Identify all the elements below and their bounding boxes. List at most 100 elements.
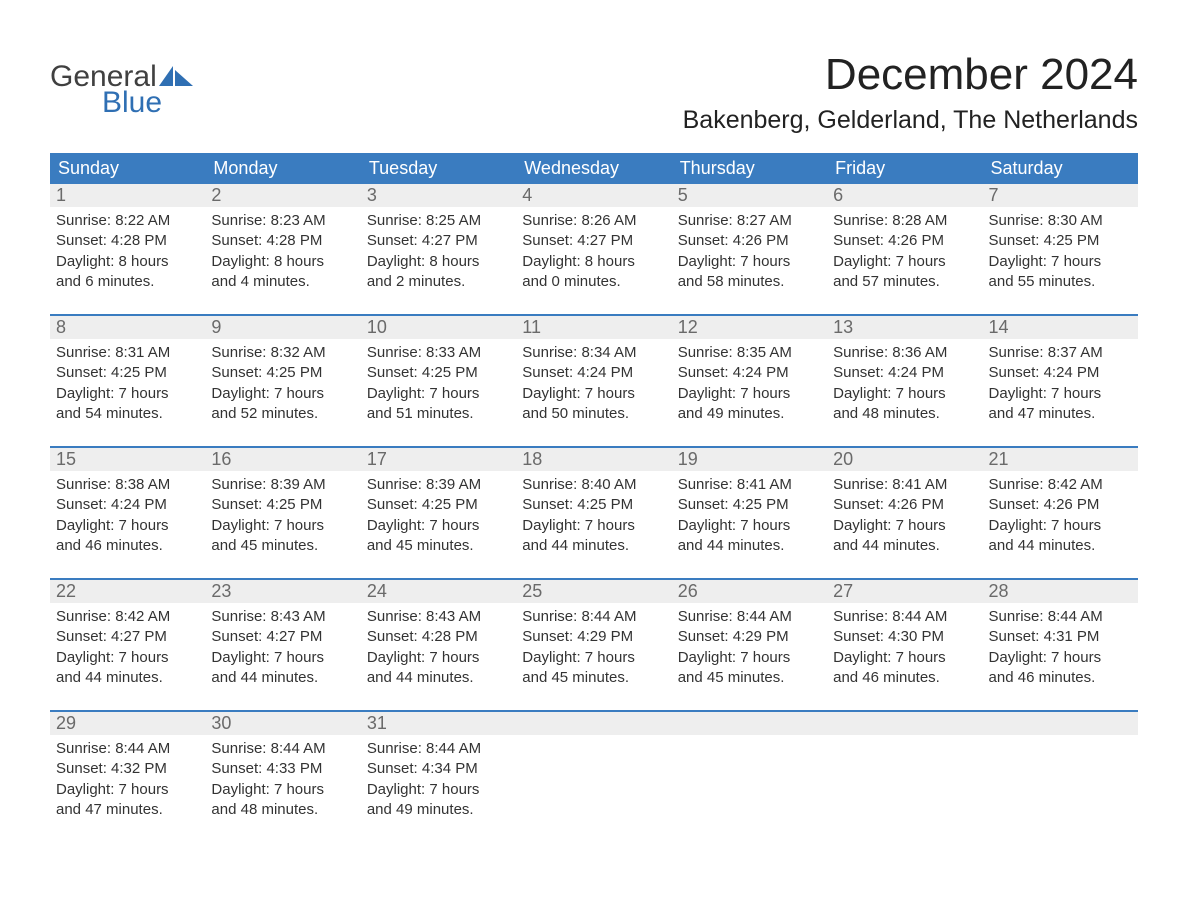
day-number: 28 bbox=[983, 580, 1138, 603]
day-number: 23 bbox=[205, 580, 360, 603]
day-number: . bbox=[516, 712, 671, 735]
day-line-sunset: Sunset: 4:26 PM bbox=[989, 495, 1132, 515]
day-cell: 5Sunrise: 8:27 AMSunset: 4:26 PMDaylight… bbox=[672, 184, 827, 298]
day-cell: 18Sunrise: 8:40 AMSunset: 4:25 PMDayligh… bbox=[516, 448, 671, 562]
day-cell: 7Sunrise: 8:30 AMSunset: 4:25 PMDaylight… bbox=[983, 184, 1138, 298]
day-number: 13 bbox=[827, 316, 982, 339]
day-line-d2: and 52 minutes. bbox=[211, 404, 354, 424]
day-cell: 13Sunrise: 8:36 AMSunset: 4:24 PMDayligh… bbox=[827, 316, 982, 430]
day-line-d2: and 54 minutes. bbox=[56, 404, 199, 424]
day-line-sunrise: Sunrise: 8:44 AM bbox=[522, 607, 665, 627]
day-details: Sunrise: 8:44 AMSunset: 4:29 PMDaylight:… bbox=[672, 603, 827, 694]
day-details: Sunrise: 8:44 AMSunset: 4:29 PMDaylight:… bbox=[516, 603, 671, 694]
day-number: 15 bbox=[50, 448, 205, 471]
day-line-d1: Daylight: 7 hours bbox=[522, 648, 665, 668]
day-line-d1: Daylight: 7 hours bbox=[678, 384, 821, 404]
day-number: 21 bbox=[983, 448, 1138, 471]
day-line-d2: and 45 minutes. bbox=[522, 668, 665, 688]
day-cell: 1Sunrise: 8:22 AMSunset: 4:28 PMDaylight… bbox=[50, 184, 205, 298]
day-number: 18 bbox=[516, 448, 671, 471]
day-line-d1: Daylight: 7 hours bbox=[833, 384, 976, 404]
day-line-sunset: Sunset: 4:25 PM bbox=[211, 363, 354, 383]
day-cell: . bbox=[672, 712, 827, 826]
day-line-d1: Daylight: 7 hours bbox=[833, 648, 976, 668]
day-line-d2: and 44 minutes. bbox=[522, 536, 665, 556]
day-details: Sunrise: 8:40 AMSunset: 4:25 PMDaylight:… bbox=[516, 471, 671, 562]
day-number: 29 bbox=[50, 712, 205, 735]
day-line-d2: and 51 minutes. bbox=[367, 404, 510, 424]
day-number: . bbox=[827, 712, 982, 735]
day-line-d1: Daylight: 8 hours bbox=[367, 252, 510, 272]
day-line-sunset: Sunset: 4:26 PM bbox=[833, 495, 976, 515]
day-line-d1: Daylight: 7 hours bbox=[522, 384, 665, 404]
day-line-sunset: Sunset: 4:25 PM bbox=[367, 363, 510, 383]
day-line-d1: Daylight: 7 hours bbox=[678, 252, 821, 272]
day-cell: 11Sunrise: 8:34 AMSunset: 4:24 PMDayligh… bbox=[516, 316, 671, 430]
day-line-d2: and 44 minutes. bbox=[833, 536, 976, 556]
day-line-d2: and 45 minutes. bbox=[678, 668, 821, 688]
day-details: Sunrise: 8:44 AMSunset: 4:34 PMDaylight:… bbox=[361, 735, 516, 826]
day-line-sunrise: Sunrise: 8:22 AM bbox=[56, 211, 199, 231]
day-cell: 29Sunrise: 8:44 AMSunset: 4:32 PMDayligh… bbox=[50, 712, 205, 826]
day-line-sunset: Sunset: 4:28 PM bbox=[367, 627, 510, 647]
day-number: 11 bbox=[516, 316, 671, 339]
day-details: Sunrise: 8:41 AMSunset: 4:25 PMDaylight:… bbox=[672, 471, 827, 562]
day-details: Sunrise: 8:23 AMSunset: 4:28 PMDaylight:… bbox=[205, 207, 360, 298]
day-line-d1: Daylight: 7 hours bbox=[989, 384, 1132, 404]
day-line-sunset: Sunset: 4:32 PM bbox=[56, 759, 199, 779]
day-details: Sunrise: 8:44 AMSunset: 4:32 PMDaylight:… bbox=[50, 735, 205, 826]
day-line-d2: and 48 minutes. bbox=[833, 404, 976, 424]
day-line-d2: and 55 minutes. bbox=[989, 272, 1132, 292]
day-cell: 15Sunrise: 8:38 AMSunset: 4:24 PMDayligh… bbox=[50, 448, 205, 562]
day-line-d1: Daylight: 7 hours bbox=[367, 384, 510, 404]
day-line-sunrise: Sunrise: 8:41 AM bbox=[833, 475, 976, 495]
day-line-sunset: Sunset: 4:24 PM bbox=[56, 495, 199, 515]
day-number: 16 bbox=[205, 448, 360, 471]
day-line-sunrise: Sunrise: 8:42 AM bbox=[56, 607, 199, 627]
day-line-sunrise: Sunrise: 8:26 AM bbox=[522, 211, 665, 231]
day-number: 24 bbox=[361, 580, 516, 603]
day-line-sunrise: Sunrise: 8:43 AM bbox=[367, 607, 510, 627]
day-details: Sunrise: 8:32 AMSunset: 4:25 PMDaylight:… bbox=[205, 339, 360, 430]
day-line-sunset: Sunset: 4:27 PM bbox=[211, 627, 354, 647]
day-cell: 27Sunrise: 8:44 AMSunset: 4:30 PMDayligh… bbox=[827, 580, 982, 694]
day-number: 27 bbox=[827, 580, 982, 603]
day-cell: 30Sunrise: 8:44 AMSunset: 4:33 PMDayligh… bbox=[205, 712, 360, 826]
calendar-week: 1Sunrise: 8:22 AMSunset: 4:28 PMDaylight… bbox=[50, 184, 1138, 298]
day-number: 31 bbox=[361, 712, 516, 735]
day-line-d1: Daylight: 8 hours bbox=[522, 252, 665, 272]
day-line-sunrise: Sunrise: 8:37 AM bbox=[989, 343, 1132, 363]
day-line-sunset: Sunset: 4:25 PM bbox=[989, 231, 1132, 251]
day-line-d1: Daylight: 8 hours bbox=[56, 252, 199, 272]
day-line-d1: Daylight: 7 hours bbox=[211, 780, 354, 800]
day-line-d1: Daylight: 7 hours bbox=[989, 252, 1132, 272]
day-number: 8 bbox=[50, 316, 205, 339]
day-line-sunrise: Sunrise: 8:33 AM bbox=[367, 343, 510, 363]
day-cell: 3Sunrise: 8:25 AMSunset: 4:27 PMDaylight… bbox=[361, 184, 516, 298]
day-line-sunrise: Sunrise: 8:34 AM bbox=[522, 343, 665, 363]
day-line-sunset: Sunset: 4:31 PM bbox=[989, 627, 1132, 647]
day-number: 12 bbox=[672, 316, 827, 339]
day-line-d1: Daylight: 7 hours bbox=[833, 252, 976, 272]
day-line-sunrise: Sunrise: 8:44 AM bbox=[367, 739, 510, 759]
day-number: 17 bbox=[361, 448, 516, 471]
day-line-sunset: Sunset: 4:34 PM bbox=[367, 759, 510, 779]
day-line-d2: and 46 minutes. bbox=[989, 668, 1132, 688]
day-line-sunset: Sunset: 4:25 PM bbox=[367, 495, 510, 515]
day-line-d1: Daylight: 7 hours bbox=[367, 516, 510, 536]
day-line-sunrise: Sunrise: 8:44 AM bbox=[56, 739, 199, 759]
day-number: 9 bbox=[205, 316, 360, 339]
header: General Blue December 2024 Bakenberg, Ge… bbox=[50, 50, 1138, 135]
day-line-d2: and 46 minutes. bbox=[833, 668, 976, 688]
location: Bakenberg, Gelderland, The Netherlands bbox=[683, 106, 1138, 135]
day-header: Tuesday bbox=[361, 153, 516, 184]
day-cell: 2Sunrise: 8:23 AMSunset: 4:28 PMDaylight… bbox=[205, 184, 360, 298]
day-line-d2: and 44 minutes. bbox=[211, 668, 354, 688]
day-number: 2 bbox=[205, 184, 360, 207]
day-line-d2: and 49 minutes. bbox=[367, 800, 510, 820]
day-header: Monday bbox=[205, 153, 360, 184]
day-details: Sunrise: 8:42 AMSunset: 4:26 PMDaylight:… bbox=[983, 471, 1138, 562]
day-number: 22 bbox=[50, 580, 205, 603]
day-line-d2: and 44 minutes. bbox=[989, 536, 1132, 556]
day-line-sunrise: Sunrise: 8:28 AM bbox=[833, 211, 976, 231]
